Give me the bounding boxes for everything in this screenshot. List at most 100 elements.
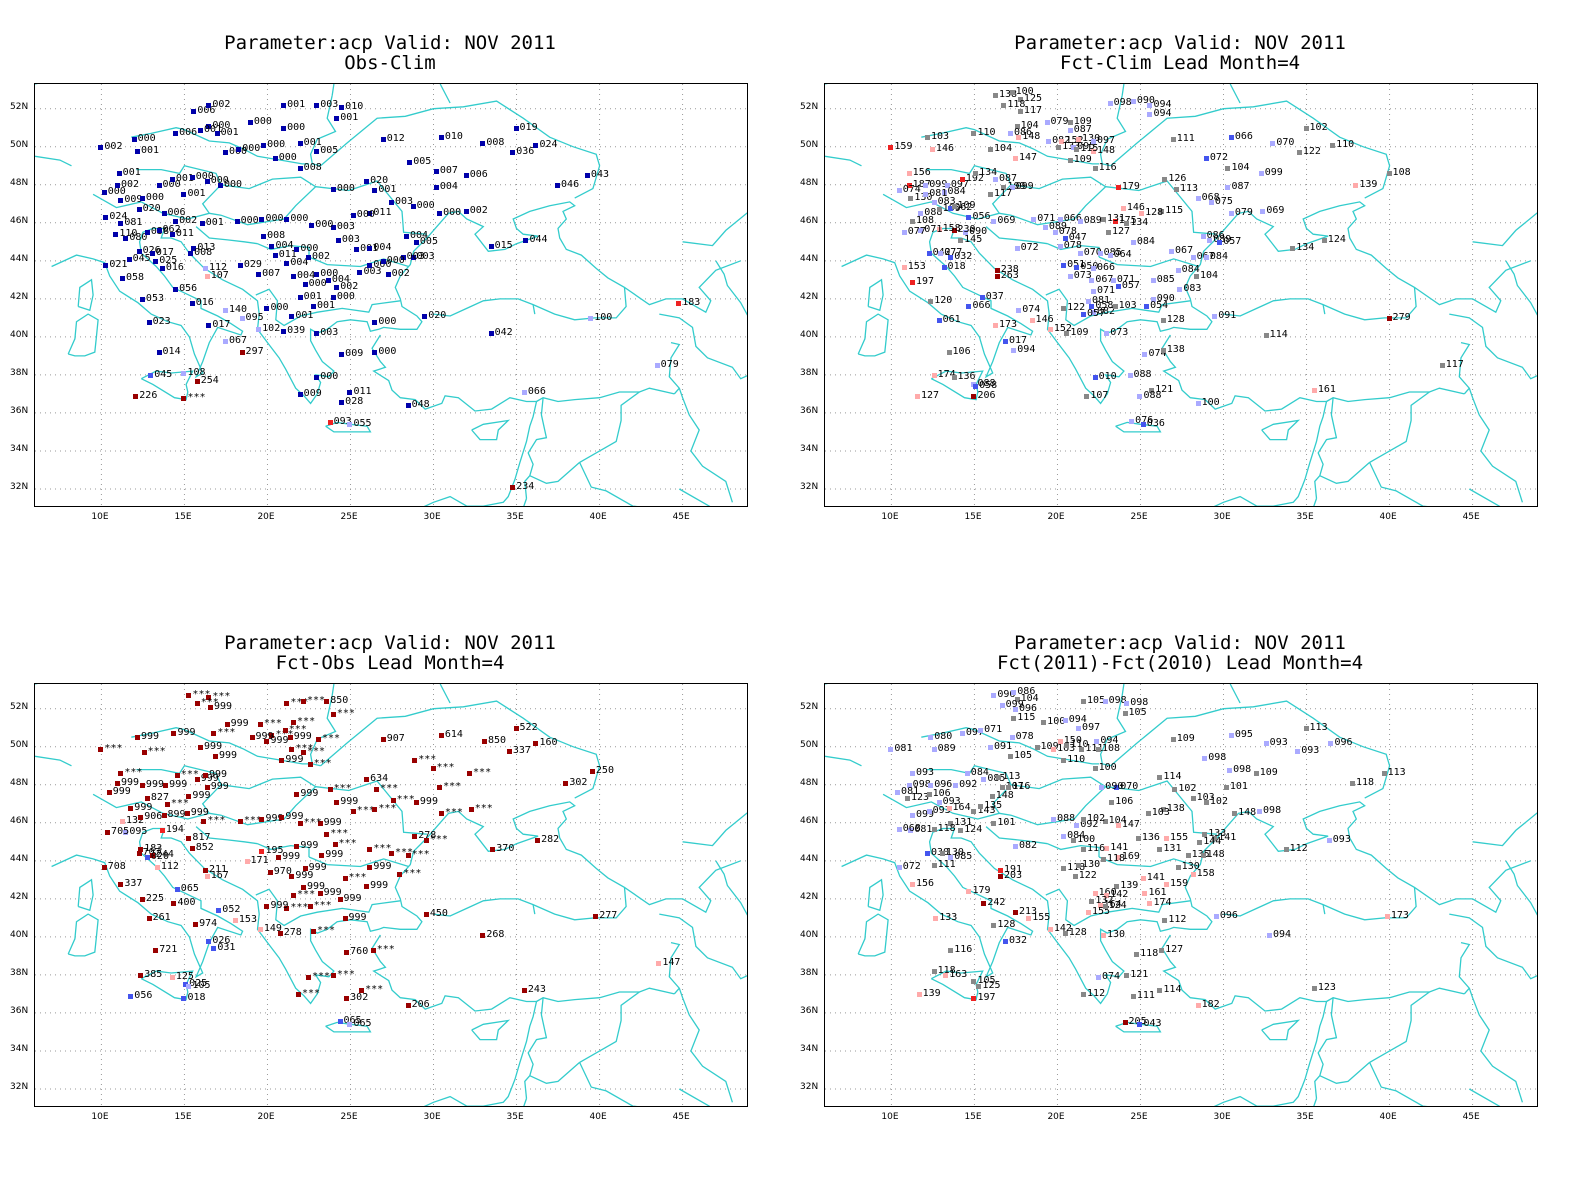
station-value: *** xyxy=(257,718,282,729)
lon-tick-label: 45E xyxy=(1462,1112,1480,1122)
station-marker xyxy=(1100,932,1106,938)
station-marker xyxy=(128,805,134,811)
lat-tick-label: 50N xyxy=(10,139,29,150)
coastline xyxy=(325,421,372,433)
station-marker xyxy=(1350,780,1356,786)
lon-tick-label: 20E xyxy=(257,1112,275,1122)
station-marker xyxy=(1057,216,1063,222)
station-value: 970 xyxy=(267,867,292,877)
station-marker xyxy=(297,391,303,397)
station-value: 150 xyxy=(1057,736,1082,746)
station-marker xyxy=(123,830,129,836)
station-marker xyxy=(1127,372,1133,378)
station-marker xyxy=(994,268,1000,274)
station-marker xyxy=(1017,108,1023,114)
station-value: 108 xyxy=(910,215,934,226)
station-value: 000 xyxy=(367,259,391,270)
station-value: 118 xyxy=(1061,863,1085,873)
lon-tick-label: 20E xyxy=(1047,512,1065,522)
station-value: 096 xyxy=(1012,703,1037,714)
station-value: 080 xyxy=(928,732,952,742)
coastline xyxy=(131,127,309,165)
station-value: 004 xyxy=(367,242,391,253)
station-marker xyxy=(1157,775,1163,781)
station-marker xyxy=(354,247,360,253)
station-value: 088 xyxy=(1051,813,1075,824)
station-marker xyxy=(380,258,386,264)
station-value: 001 xyxy=(297,291,322,302)
station-value: 085 xyxy=(1150,274,1175,285)
coastline xyxy=(1261,419,1301,441)
station-marker xyxy=(367,262,373,268)
station-marker xyxy=(1384,913,1390,919)
coastline xyxy=(1115,1021,1162,1033)
station-value: 155 xyxy=(1026,912,1050,923)
station-value: 122 xyxy=(1061,303,1085,313)
station-marker xyxy=(1095,974,1101,980)
station-marker xyxy=(134,148,140,154)
station-marker xyxy=(1225,165,1231,171)
station-value: 017 xyxy=(149,248,174,258)
station-value: 116 xyxy=(1081,844,1105,854)
station-value: 100 xyxy=(1195,398,1220,408)
coastline xyxy=(536,387,675,403)
station-marker xyxy=(332,841,338,847)
station-marker xyxy=(513,125,519,131)
station-value: 000 xyxy=(131,134,156,144)
station-value: 081 xyxy=(908,825,932,835)
station-marker xyxy=(234,218,240,224)
station-value: 974 xyxy=(193,918,217,929)
station-marker xyxy=(888,746,894,752)
station-marker xyxy=(120,818,125,824)
station-value: 099 xyxy=(1258,168,1283,178)
station-value: 130 xyxy=(1175,861,1200,872)
station-value: 073 xyxy=(1067,271,1092,281)
station-value: 079 xyxy=(1228,208,1253,218)
coastline xyxy=(921,727,1099,765)
station-value: 128 xyxy=(1160,314,1185,325)
station-value: 000 xyxy=(139,193,164,203)
station-marker xyxy=(490,847,496,853)
station-marker xyxy=(239,350,245,356)
station-value: 112 xyxy=(1283,844,1308,854)
coastline xyxy=(1322,904,1326,915)
station-marker xyxy=(928,735,934,741)
station-value: 118 xyxy=(931,966,956,976)
station-marker xyxy=(996,775,1002,781)
coastline xyxy=(309,95,337,167)
station-value: 103 xyxy=(1112,301,1137,311)
station-value: *** xyxy=(397,869,421,879)
station-value: 279 xyxy=(1386,312,1411,323)
station-marker xyxy=(203,868,209,874)
station-marker xyxy=(412,834,418,840)
station-value: *** xyxy=(297,817,322,828)
station-marker xyxy=(1144,304,1150,310)
station-value: 148 xyxy=(1090,145,1115,156)
lon-tick-label: 40E xyxy=(1379,512,1397,522)
station-value: 056 xyxy=(966,212,991,222)
station-marker xyxy=(963,230,969,236)
coastline xyxy=(92,165,222,220)
station-marker xyxy=(372,350,378,356)
station-value: 012 xyxy=(380,134,405,144)
lat-tick-label: 52N xyxy=(10,101,29,112)
coastline xyxy=(1449,913,1537,980)
lat-tick-label: 38N xyxy=(800,367,819,378)
station-value: 000 xyxy=(380,255,405,266)
station-marker xyxy=(146,915,152,921)
coastline xyxy=(1261,1019,1301,1041)
station-marker xyxy=(896,864,902,870)
station-value: *** xyxy=(300,747,325,757)
station-value: 191 xyxy=(998,865,1022,875)
station-value: 000 xyxy=(294,244,318,254)
station-value: *** xyxy=(315,734,340,744)
station-marker xyxy=(204,274,210,280)
station-marker xyxy=(314,148,320,154)
station-value: 004 xyxy=(291,271,315,281)
station-value: 138 xyxy=(1160,345,1185,355)
panel-title-line2: Fct-Clim Lead Month=4 xyxy=(1059,52,1301,74)
station-value: 077 xyxy=(938,248,962,258)
station-marker xyxy=(1061,306,1067,312)
station-value: 850 xyxy=(324,696,348,706)
station-marker xyxy=(211,731,217,737)
